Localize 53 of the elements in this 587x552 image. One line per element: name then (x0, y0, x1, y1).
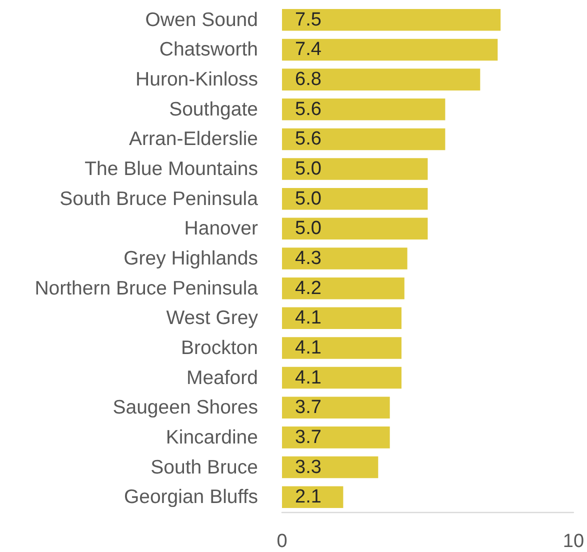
bar (282, 277, 404, 300)
bar (282, 307, 402, 330)
bar (282, 188, 428, 210)
data-label: 7.5 (295, 9, 322, 30)
bar (282, 98, 446, 120)
bar (282, 456, 378, 478)
data-label: 4.1 (295, 337, 322, 358)
bar (282, 9, 501, 31)
y-tick-label: South Bruce (150, 456, 258, 478)
data-label: 4.2 (295, 278, 322, 299)
y-tick-label: Kincardine (166, 426, 258, 448)
y-tick-label: Chatsworth (159, 38, 258, 61)
data-label: 5.0 (295, 188, 322, 210)
data-label: 4.1 (295, 367, 322, 388)
bar (282, 248, 408, 270)
bar (282, 38, 498, 61)
bar (282, 128, 446, 150)
y-tick-label: South Bruce Peninsula (60, 188, 258, 210)
data-label: 2.1 (295, 486, 322, 508)
y-tick-label: Georgian Bluffs (124, 486, 258, 508)
bar (282, 426, 390, 448)
data-label: 4.1 (295, 308, 322, 329)
bar (282, 337, 402, 359)
data-label: 3.7 (295, 426, 322, 448)
data-label: 5.6 (295, 98, 322, 120)
y-tick-label: The Blue Mountains (84, 158, 258, 180)
y-tick-label: Hanover (184, 218, 258, 240)
bar (282, 396, 390, 419)
data-label: 4.3 (295, 248, 322, 269)
y-tick-label: Owen Sound (145, 8, 258, 31)
y-tick-label: Grey Highlands (124, 248, 258, 270)
y-tick-label: West Grey (166, 307, 258, 330)
bar (282, 486, 344, 508)
data-label: 5.0 (295, 158, 322, 180)
y-tick-label: Huron-Kinloss (136, 68, 258, 91)
bar (282, 218, 428, 240)
y-tick-label: Northern Bruce Peninsula (34, 277, 258, 300)
bar (282, 68, 480, 90)
y-tick-label: Southgate (169, 98, 258, 120)
data-label: 7.4 (295, 39, 322, 60)
data-label: 3.3 (295, 456, 322, 478)
bar (282, 366, 402, 389)
x-tick-label: 0 (276, 531, 288, 552)
data-label: 5.0 (295, 218, 322, 240)
x-tick-label: 10 (562, 531, 584, 552)
y-tick-label: Saugeen Shores (112, 396, 258, 419)
y-tick-label: Arran-Elderslie (129, 128, 258, 150)
y-tick-label: Brockton (181, 336, 258, 359)
y-tick-label: Meaford (186, 366, 258, 389)
bar (282, 158, 428, 180)
data-label: 3.7 (295, 397, 322, 418)
data-label: 6.8 (295, 69, 322, 90)
data-label: 5.6 (295, 128, 322, 150)
